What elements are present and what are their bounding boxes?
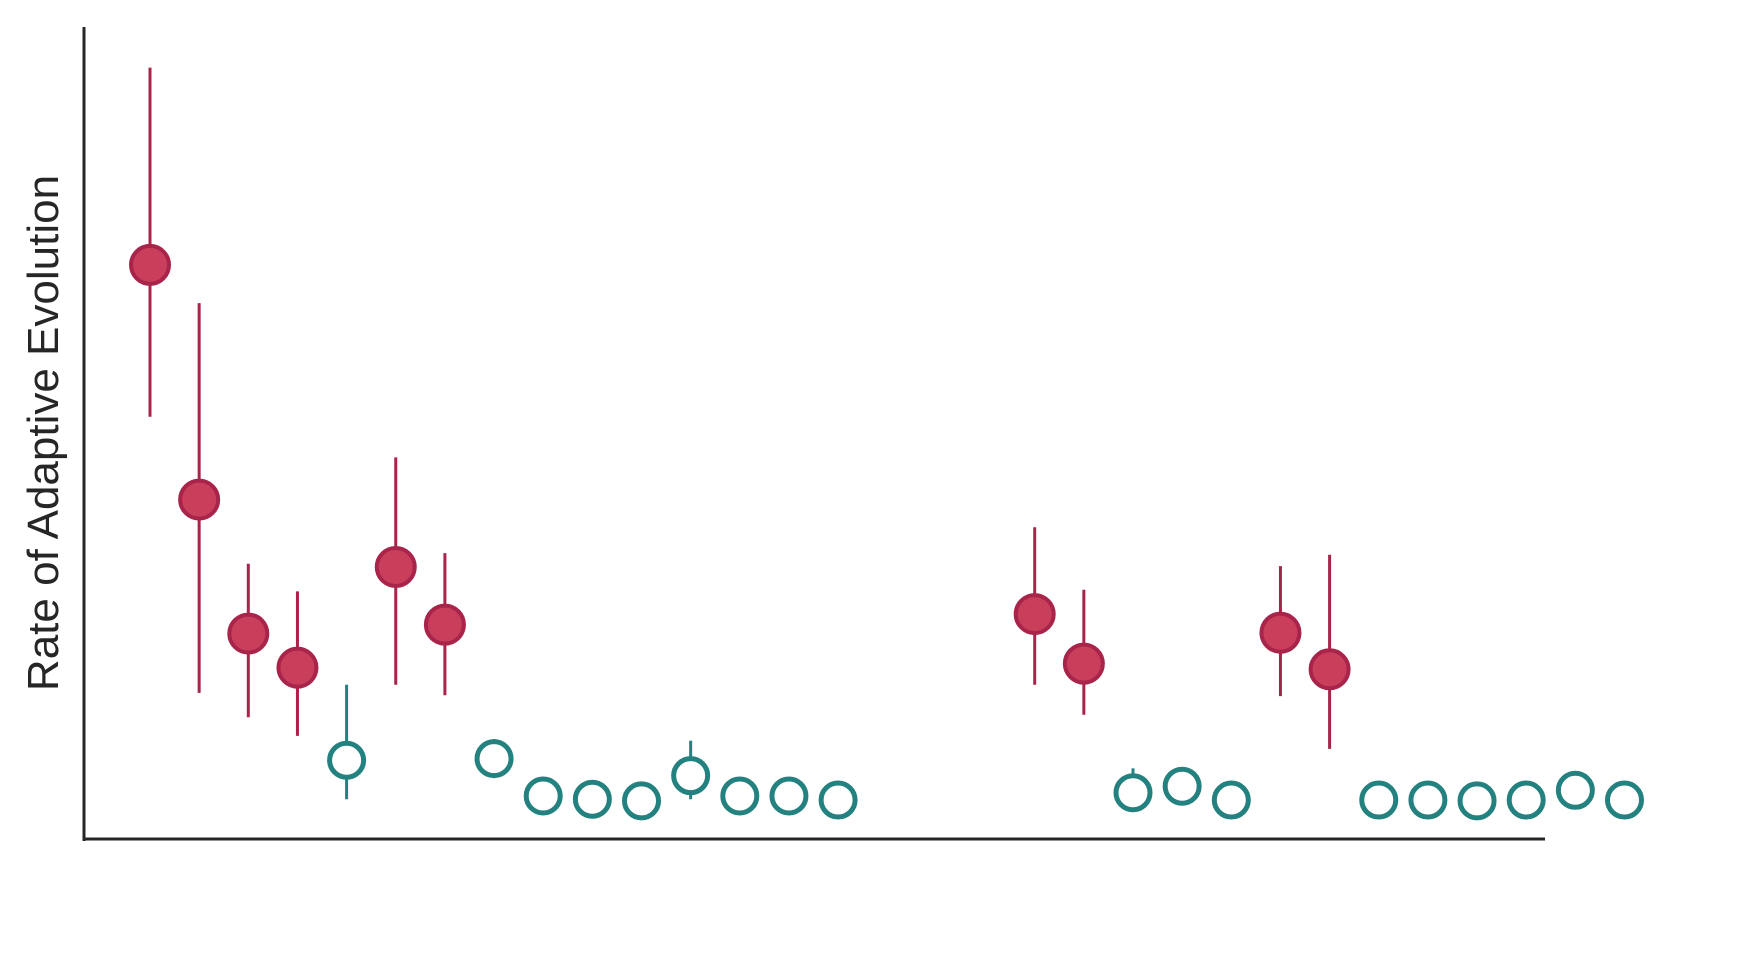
data-point-significant [1062,642,1105,685]
data-point-not-significant [720,776,760,816]
y-axis-label: Rate of Adaptive Evolution [19,175,68,691]
data-point-significant [227,612,270,655]
data-point-significant [276,646,319,689]
data-point-significant [423,603,466,646]
data-point-not-significant [622,781,661,821]
data-point-significant [1013,593,1056,636]
data-point-not-significant [1457,781,1497,821]
data-point-not-significant [523,776,563,816]
data-point-not-significant [1113,773,1153,813]
data-point-significant [374,545,417,588]
chart-marks [129,67,1644,821]
data-point-not-significant [572,779,612,819]
data-point-significant [178,478,221,521]
data-point-not-significant [1605,780,1644,820]
data-point-significant [1308,648,1351,691]
data-point-not-significant [769,776,809,816]
data-point-not-significant [1359,780,1399,820]
data-point-not-significant [1211,780,1251,820]
data-point-not-significant [1408,780,1448,820]
data-point-significant [129,243,171,286]
data-point-not-significant [327,740,367,780]
data-point-not-significant [474,739,514,779]
data-point-not-significant [818,780,858,820]
data-point-not-significant [1555,770,1595,810]
data-point-significant [1259,611,1302,654]
data-point-not-significant [1162,766,1202,806]
data-point-not-significant [671,756,711,796]
data-point-not-significant [1506,780,1546,820]
